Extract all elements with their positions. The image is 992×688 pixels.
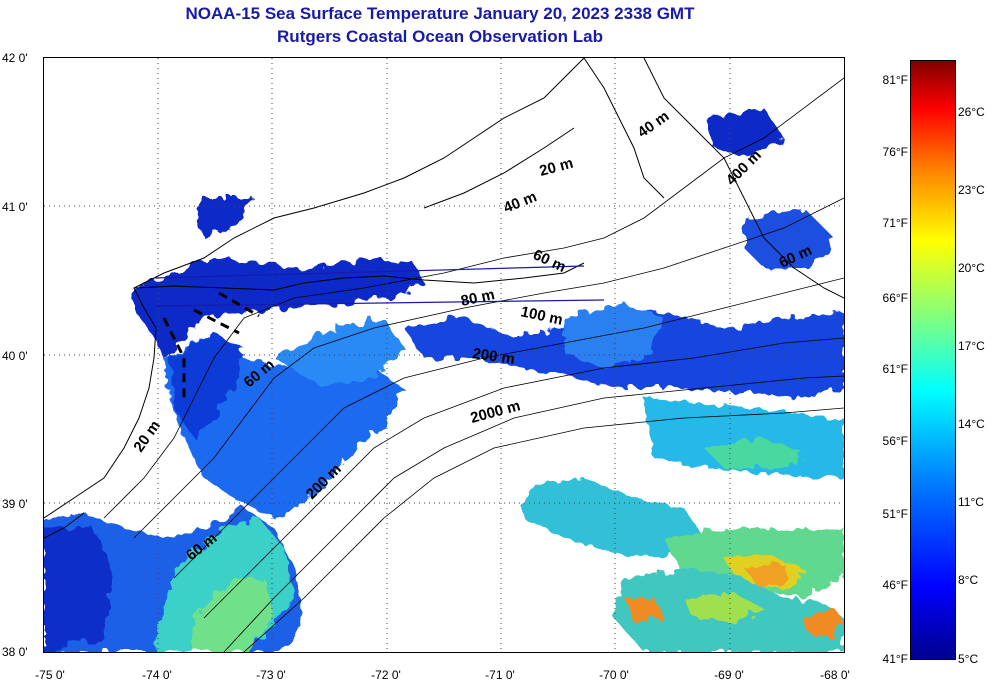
colorbar-label-celsius: 23°C (958, 183, 985, 197)
colorbar-label-fahrenheit: 81°F (882, 73, 908, 87)
lon-tick-label: -70 0' (599, 668, 629, 682)
colorbar-label-fahrenheit: 76°F (882, 145, 908, 159)
map-title: NOAA-15 Sea Surface Temperature January … (185, 4, 695, 23)
colorbar-label-celsius: 5°C (958, 652, 979, 666)
lat-tick-label: 40 0' (2, 349, 28, 363)
lon-tick-label: -75 0' (35, 668, 65, 682)
lon-tick-label: -74 0' (142, 668, 172, 682)
sst-patch (44, 528, 114, 652)
colorbar-label-fahrenheit: 51°F (882, 507, 908, 521)
colorbar-label-celsius: 26°C (958, 105, 985, 119)
sst-patch (274, 318, 404, 388)
sst-patch (804, 608, 844, 638)
colorbar-label-celsius: 14°C (958, 417, 985, 431)
colorbar-label-fahrenheit: 41°F (882, 652, 908, 666)
lon-tick-label: -71 0' (485, 668, 515, 682)
isobath-label: 100 m (519, 303, 564, 328)
isobath-label: 40 m (501, 188, 539, 217)
lat-tick-label: 39 0' (2, 497, 28, 511)
sst-map: 20 m 40 m 60 m 80 m 100 m 200 m 2000 m 4… (43, 57, 845, 653)
lon-tick-label: -72 0' (371, 668, 401, 682)
colorbar-label-fahrenheit: 46°F (882, 578, 908, 592)
sst-patch (704, 108, 784, 158)
lat-tick-label: 42 0' (2, 51, 28, 65)
lon-tick-label: -69 0' (714, 668, 744, 682)
lon-tick-label: -68 0' (820, 668, 850, 682)
sst-patch (524, 478, 704, 558)
isobath-label: 20 m (130, 418, 164, 456)
isobath-label: 40 m (635, 108, 673, 142)
isobath-label: 2000 m (469, 397, 523, 427)
lat-tick-label: 38 0' (2, 645, 28, 659)
colorbar-label-celsius: 8°C (958, 573, 979, 587)
isobath-label: 20 m (538, 155, 575, 180)
colorbar-label-fahrenheit: 61°F (882, 362, 908, 376)
colorbar-label-fahrenheit: 66°F (882, 291, 908, 305)
sst-map-canvas: 20 m 40 m 60 m 80 m 100 m 200 m 2000 m 4… (44, 58, 844, 652)
sst-patch (169, 333, 244, 438)
sst-layer (44, 108, 844, 652)
map-subtitle: Rutgers Coastal Ocean Observation Lab (277, 27, 603, 46)
sst-patch (744, 563, 789, 588)
colorbar-label-celsius: 17°C (958, 339, 985, 353)
sst-patch (194, 578, 274, 652)
isobath-label: 80 m (459, 286, 496, 310)
sst-patch (564, 303, 664, 368)
sst-patch (624, 598, 664, 623)
colorbar-label-celsius: 11°C (958, 495, 984, 509)
colorbar-label-fahrenheit: 71°F (882, 216, 908, 230)
isobath-label: 200 m (471, 345, 515, 368)
colorbar-label-celsius: 20°C (958, 261, 985, 275)
graticule (44, 58, 844, 652)
transect-lines (153, 265, 605, 307)
sst-patch (684, 593, 764, 623)
sst-patch (194, 198, 254, 238)
isobaths (103, 77, 844, 652)
coastline (44, 58, 844, 539)
sst-patch (704, 438, 804, 468)
colorbar-label-fahrenheit: 56°F (882, 434, 908, 448)
lon-tick-label: -73 0' (256, 668, 286, 682)
temperature-colorbar (910, 60, 956, 660)
sst-patch (744, 208, 834, 268)
dashed-boundary (162, 291, 260, 398)
lat-tick-label: 41 0' (2, 200, 28, 214)
sst-patch (134, 258, 424, 358)
isobath-label: 60 m (530, 246, 568, 276)
